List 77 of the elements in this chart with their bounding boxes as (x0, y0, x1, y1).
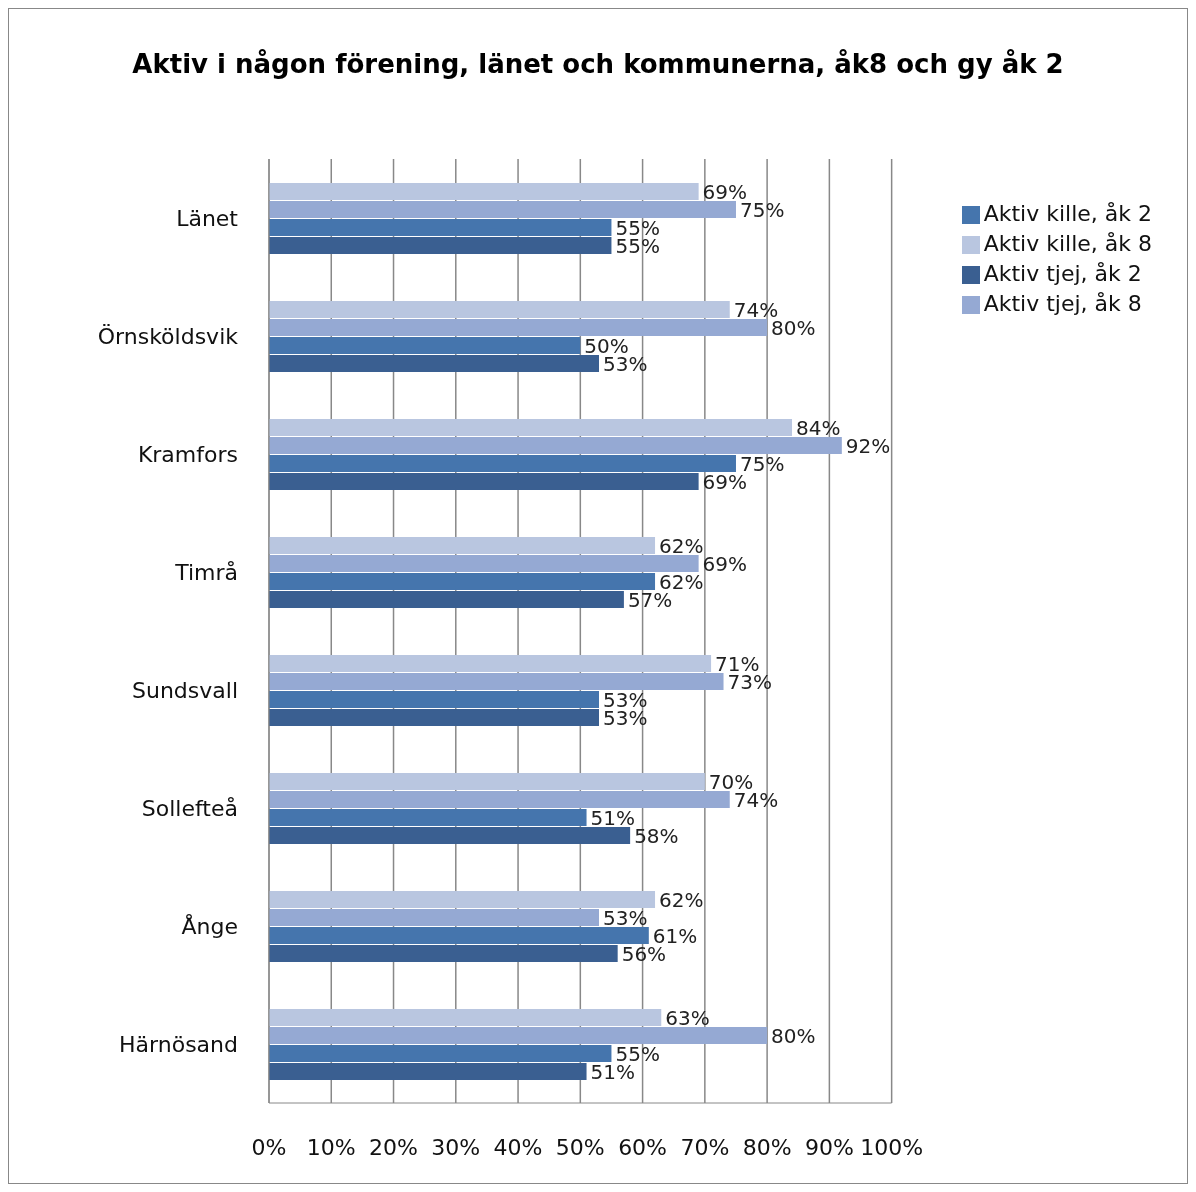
x-tick-label: 40% (493, 1134, 543, 1160)
x-tick-label: 50% (555, 1134, 605, 1160)
data-label: 92% (845, 433, 891, 458)
y-tick-label: Timrå (174, 559, 238, 585)
x-tick-label: 90% (804, 1134, 854, 1160)
x-tick-label: 100% (860, 1134, 924, 1160)
bar (269, 301, 730, 318)
bar (269, 455, 736, 472)
data-label: 53% (603, 687, 648, 712)
chart-title: Aktiv i någon förening, länet och kommunerna, åk8 och gy åk 2 (131, 48, 1065, 81)
y-tick-label: Länet (176, 205, 239, 231)
x-tick-label: 80% (742, 1134, 792, 1160)
x-tick-label: 0% (251, 1134, 287, 1160)
legend-label: Aktiv kille, åk 2 (983, 201, 1152, 226)
bar (269, 1027, 768, 1044)
data-label: 55% (615, 1041, 660, 1066)
x-tick-label: 20% (369, 1134, 418, 1160)
data-label: 51% (590, 805, 635, 830)
bar (269, 219, 612, 236)
x-tick-label: 70% (680, 1134, 730, 1160)
y-tick-label: Ånge (181, 912, 238, 939)
data-label: 50% (584, 333, 629, 358)
data-label: 58% (634, 823, 679, 848)
data-label: 62% (659, 887, 704, 912)
data-label: 69% (702, 179, 748, 204)
bar (269, 473, 699, 490)
data-label: 63% (665, 1005, 710, 1030)
data-label: 62% (659, 533, 704, 558)
data-label: 80% (771, 1023, 816, 1048)
bar (269, 673, 724, 690)
y-tick-label: Härnösand (119, 1031, 238, 1057)
data-label: 70% (708, 769, 754, 794)
bar (269, 691, 599, 708)
bar (269, 827, 631, 844)
x-tick-label: 30% (431, 1134, 481, 1160)
y-tick-label: Kramfors (137, 441, 238, 467)
bar (269, 337, 581, 354)
bar (269, 655, 712, 672)
bar (269, 237, 612, 254)
bar (269, 1045, 612, 1062)
bar (269, 319, 768, 336)
bar (269, 773, 705, 790)
y-tick-label: Sundsvall (131, 677, 238, 703)
bar (269, 573, 656, 590)
bar (269, 809, 587, 826)
bar (269, 945, 618, 962)
bar (269, 555, 699, 572)
bar (269, 1009, 662, 1026)
y-tick-label: Sollefteå (141, 795, 238, 821)
bar (269, 419, 793, 436)
bar (269, 1063, 587, 1080)
bar (269, 791, 730, 808)
bar (269, 709, 599, 726)
bar (269, 183, 699, 200)
bar (269, 201, 736, 218)
data-label: 55% (615, 215, 660, 240)
data-label: 62% (659, 569, 704, 594)
bar (269, 591, 624, 608)
data-label: 74% (733, 297, 779, 322)
legend-label: Aktiv kille, åk 8 (983, 231, 1152, 256)
legend-label: Aktiv tjej, åk 2 (983, 261, 1142, 286)
y-tick-label: Örnsköldsvik (97, 323, 239, 349)
bar (269, 355, 599, 372)
data-label: 61% (652, 923, 698, 948)
data-label: 75% (739, 451, 785, 476)
bar (269, 909, 599, 926)
bar (269, 437, 842, 454)
x-tick-label: 60% (618, 1134, 668, 1160)
legend-label: Aktiv tjej, åk 8 (983, 291, 1142, 316)
bar (269, 927, 649, 944)
bar (269, 537, 656, 554)
x-tick-label: 10% (306, 1134, 356, 1160)
data-label: 84% (796, 415, 841, 440)
data-label: 53% (603, 905, 648, 930)
bar (269, 891, 656, 908)
data-label: 69% (702, 551, 748, 576)
data-label: 71% (715, 651, 760, 676)
